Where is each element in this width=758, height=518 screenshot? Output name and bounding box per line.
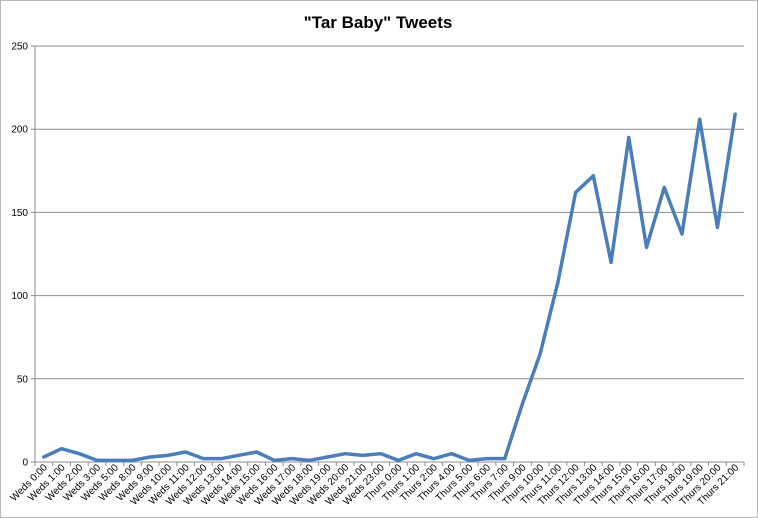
- data-point: [627, 135, 631, 140]
- data-point: [148, 455, 152, 459]
- data-point: [42, 455, 46, 459]
- y-tick-label: 100: [11, 291, 28, 302]
- series-layer: [42, 112, 737, 463]
- chart-title: "Tar Baby" Tweets: [303, 13, 453, 32]
- data-point: [201, 457, 205, 461]
- gridlines: [35, 45, 744, 380]
- data-point: [166, 453, 170, 457]
- data-point: [556, 280, 560, 284]
- data-point: [308, 458, 312, 462]
- data-point: [733, 112, 737, 116]
- data-point: [591, 174, 595, 178]
- data-point: [680, 232, 684, 236]
- y-tick-label: 200: [11, 125, 28, 136]
- data-point: [343, 452, 347, 456]
- data-point: [95, 458, 99, 462]
- data-point: [113, 458, 117, 462]
- data-point: [538, 352, 542, 356]
- y-tick-label: 0: [22, 458, 28, 469]
- data-point: [715, 225, 720, 229]
- data-point: [503, 457, 507, 461]
- series-line: [42, 112, 737, 463]
- data-point: [184, 450, 188, 454]
- y-tick-label: 250: [11, 42, 28, 53]
- data-point: [698, 117, 702, 121]
- data-point: [272, 458, 276, 462]
- data-point: [379, 452, 383, 456]
- y-tick-label: 50: [17, 374, 29, 385]
- data-point: [254, 450, 259, 454]
- y-axis: 0 50 100 150 200 250: [11, 42, 36, 469]
- data-point: [432, 457, 436, 461]
- data-point: [77, 452, 81, 456]
- data-point: [574, 190, 578, 195]
- data-point: [467, 458, 471, 462]
- data-point: [609, 260, 613, 264]
- data-point: [237, 453, 241, 457]
- data-point: [290, 457, 294, 461]
- data-point: [414, 452, 418, 456]
- data-point: [219, 457, 223, 461]
- data-point: [662, 185, 666, 190]
- data-point: [59, 447, 64, 451]
- data-point: [520, 402, 525, 406]
- data-point: [396, 458, 400, 462]
- y-tick-label: 150: [11, 208, 28, 219]
- data-point: [485, 457, 489, 461]
- data-point: [644, 245, 649, 249]
- data-point: [361, 453, 365, 457]
- data-point: [325, 455, 330, 459]
- data-point: [130, 458, 135, 462]
- data-point: [449, 452, 454, 456]
